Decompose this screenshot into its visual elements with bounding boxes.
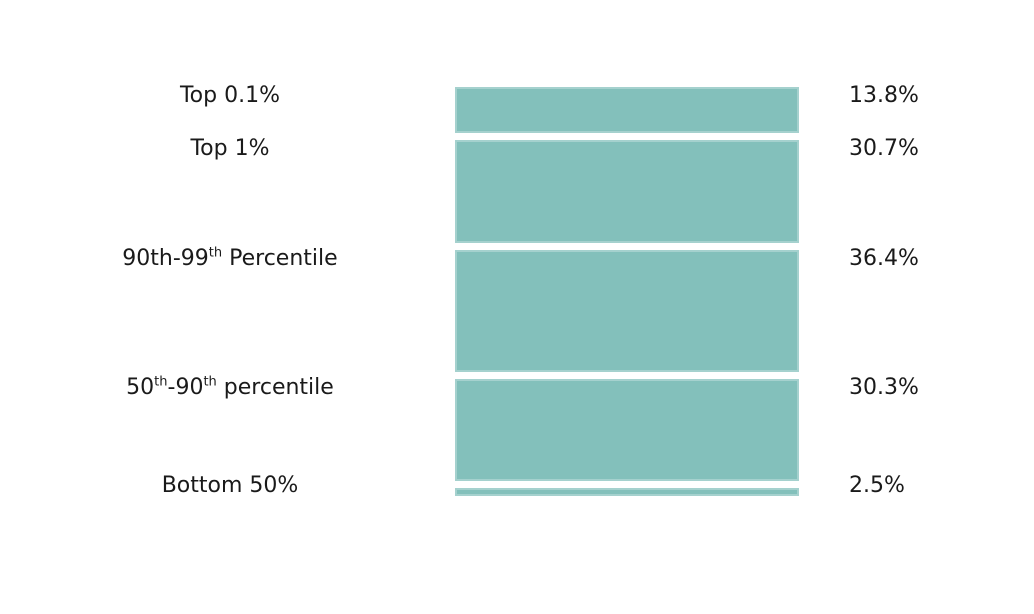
category-label-text: Percentile [222, 246, 338, 271]
category-label-text: 90th-99 [122, 246, 209, 271]
category-label-text: Top 0.1% [179, 83, 280, 108]
ordinal-superscript: th [208, 245, 223, 261]
category-label: Bottom 50% [20, 473, 440, 499]
category-label: 50th-90th percentile [20, 375, 440, 401]
ordinal-superscript: th [203, 374, 217, 390]
category-label-text: Bottom 50% [161, 473, 299, 498]
value-label: 2.5% [849, 473, 905, 498]
category-label-text: Top 1% [190, 136, 270, 161]
value-label: 30.7% [849, 136, 919, 161]
value-label: 13.8% [849, 83, 919, 108]
bar [455, 488, 799, 496]
bar [455, 87, 799, 133]
ordinal-superscript: th [154, 374, 168, 390]
value-label: 36.4% [849, 246, 919, 271]
bar [455, 140, 799, 243]
category-label-text: 50 [126, 375, 155, 400]
category-label: Top 0.1% [20, 83, 440, 109]
bar [455, 379, 799, 481]
category-label: Top 1% [20, 136, 440, 162]
category-label-text: percentile [216, 375, 334, 400]
category-label: 90th-99th Percentile [20, 246, 440, 272]
category-label-text: -90 [167, 375, 204, 400]
bar [455, 250, 799, 372]
value-label: 30.3% [849, 375, 919, 400]
